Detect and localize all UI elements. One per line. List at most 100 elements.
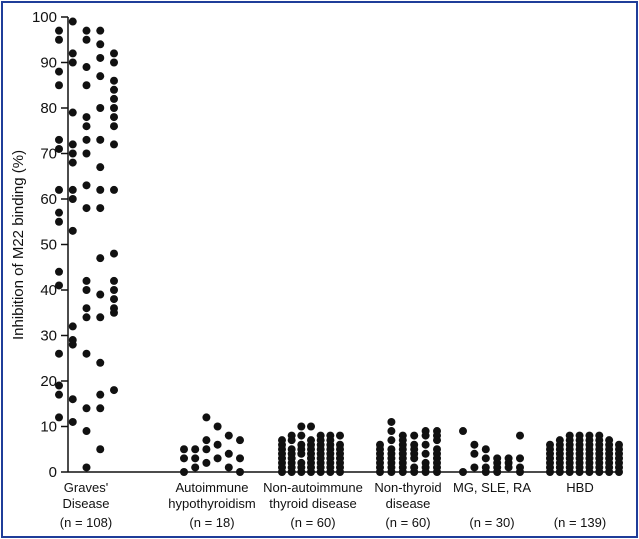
data-point [82, 122, 91, 131]
data-point [82, 427, 91, 436]
data-point [297, 468, 306, 476]
data-point [278, 468, 286, 476]
data-point [96, 135, 105, 144]
data-point [110, 286, 118, 294]
y-tick-label: 60 [40, 191, 57, 208]
data-point [110, 85, 118, 94]
data-point [307, 422, 315, 431]
data-point [96, 104, 105, 112]
data-point [68, 58, 77, 67]
data-point [110, 76, 118, 85]
data-points [55, 17, 623, 476]
data-point [110, 308, 118, 317]
data-point [433, 468, 441, 476]
data-point [110, 386, 118, 395]
data-point [82, 463, 91, 472]
data-point [55, 413, 63, 422]
data-point [82, 81, 91, 90]
data-point [224, 449, 233, 458]
data-point [55, 381, 63, 390]
data-point [82, 35, 91, 44]
category-label: MG, SLE, RA [453, 480, 531, 495]
data-point [326, 468, 335, 476]
data-point [224, 463, 233, 472]
data-point [96, 163, 105, 172]
category-label: HBD [566, 480, 593, 495]
data-point [68, 395, 77, 404]
data-point [236, 436, 244, 445]
data-point [516, 431, 524, 440]
y-tick-label: 0 [49, 464, 57, 481]
data-point [55, 390, 63, 399]
data-point [481, 468, 490, 476]
data-point [96, 204, 105, 213]
data-point [82, 304, 91, 313]
data-point [82, 313, 91, 322]
data-point [68, 108, 77, 117]
data-point [387, 427, 396, 436]
data-point [82, 181, 91, 190]
category-label: Non-thyroid [374, 480, 441, 495]
data-point [55, 135, 63, 144]
data-point [82, 276, 91, 285]
data-point [96, 185, 105, 194]
data-point [516, 468, 524, 476]
y-tick-label: 100 [32, 9, 57, 26]
data-point [555, 468, 564, 476]
data-point [68, 158, 77, 167]
data-point [110, 295, 118, 304]
data-point [387, 436, 396, 445]
data-point [421, 440, 430, 449]
data-point [605, 468, 614, 476]
data-point [55, 349, 63, 358]
data-point [421, 449, 430, 458]
data-point [481, 454, 490, 463]
data-point [68, 17, 77, 26]
data-point [96, 390, 105, 399]
data-point [376, 468, 384, 476]
data-point [410, 431, 419, 440]
data-point [398, 468, 407, 476]
category-n-label: (n = 18) [189, 515, 234, 530]
data-point [213, 454, 222, 463]
data-point [421, 431, 430, 440]
data-point [336, 468, 344, 476]
data-point [493, 468, 502, 476]
data-point [82, 26, 91, 35]
data-point [110, 113, 118, 122]
category-labels: Graves'Disease (n = 108) Autoimmunehypothy… [60, 480, 606, 530]
data-point [287, 436, 296, 445]
data-point [202, 413, 211, 422]
data-point [110, 249, 118, 258]
data-point [470, 449, 479, 458]
data-point [82, 204, 91, 213]
data-point [202, 445, 211, 454]
data-point [68, 226, 77, 235]
data-point [180, 454, 188, 463]
y-tick-label: 50 [40, 237, 57, 254]
data-point [565, 468, 574, 476]
category-label: disease [386, 496, 431, 511]
data-point [55, 35, 63, 44]
data-point [68, 417, 77, 426]
data-point [585, 468, 594, 476]
data-point [68, 185, 77, 194]
data-point [68, 195, 77, 203]
data-point [110, 122, 118, 131]
data-point [68, 140, 77, 149]
data-point [459, 427, 467, 436]
data-point [516, 454, 524, 463]
data-point [297, 449, 306, 458]
y-tick-label: 10 [40, 419, 57, 436]
data-point [213, 422, 222, 431]
data-point [82, 286, 91, 294]
category-label: Graves' [64, 480, 108, 495]
data-point [213, 440, 222, 449]
data-point [82, 404, 91, 413]
data-point [68, 149, 77, 158]
data-point [96, 26, 105, 35]
category-label: Disease [63, 496, 110, 511]
y-tick-label: 40 [40, 282, 57, 299]
data-point [55, 26, 63, 35]
